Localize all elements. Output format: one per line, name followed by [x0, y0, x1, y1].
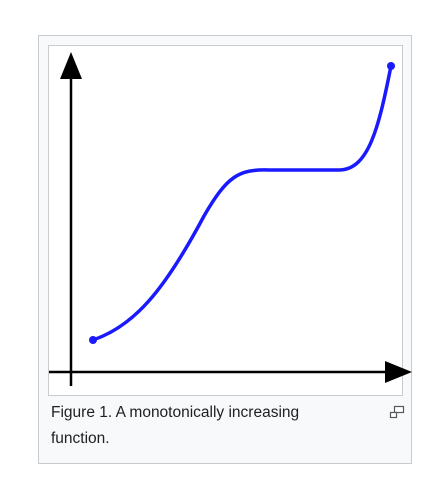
increasing-curve: [91, 64, 393, 342]
function-plot: [49, 52, 412, 386]
figure-thumbnail: Figure 1. A monotonically increasing fun…: [38, 35, 412, 464]
figure-caption: Figure 1. A monotonically increasing fun…: [51, 404, 300, 447]
x-axis-arrowhead: [385, 361, 412, 383]
figure-image[interactable]: [48, 45, 412, 396]
y-axis-arrowhead: [60, 52, 82, 79]
curve-start-point: [89, 336, 97, 344]
curve-end-point: [387, 62, 395, 70]
enlarge-icon[interactable]: [389, 405, 405, 419]
